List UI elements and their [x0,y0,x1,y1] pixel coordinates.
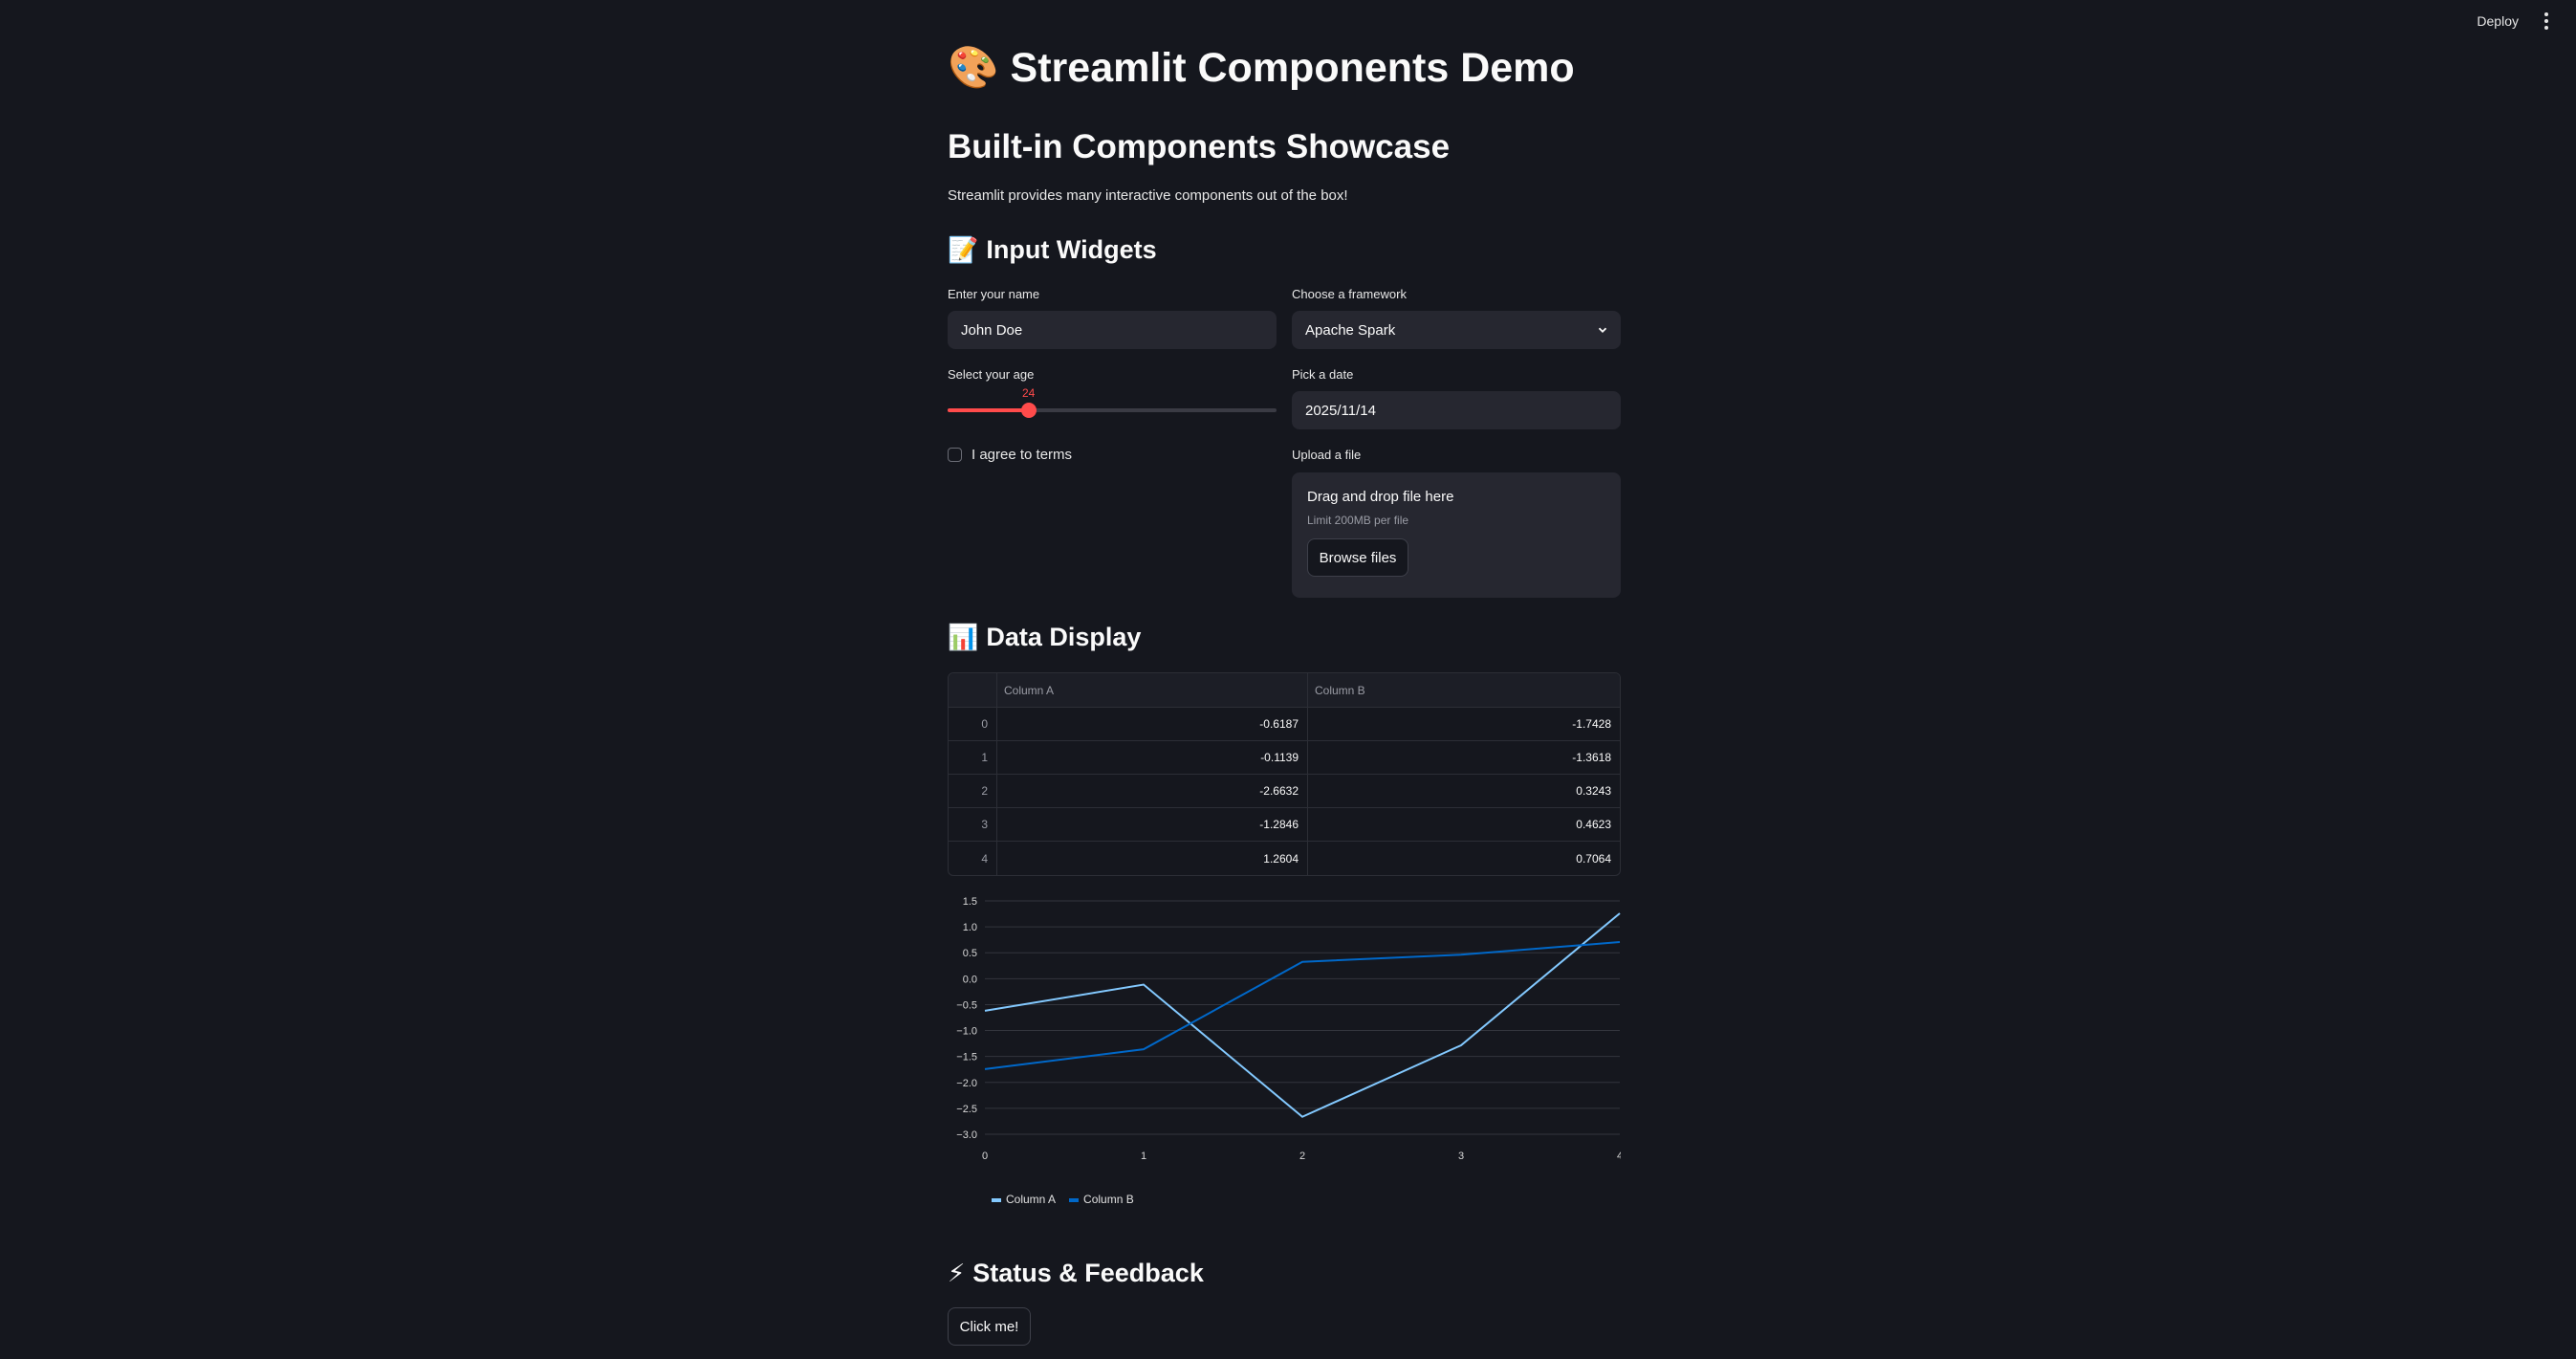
terms-checkbox[interactable] [948,448,962,462]
cell-column-b[interactable]: 0.4623 [1576,818,1611,831]
section-input-widgets: 📝 Input Widgets [948,235,1157,265]
table-row: 0 -0.6187 -1.7428 [949,708,1620,741]
dropzone-text: Drag and drop file here [1307,489,1454,505]
legend-label: Column A [1006,1193,1057,1206]
row-index: 1 [949,741,997,774]
table-row: 1 -0.1139 -1.3618 [949,741,1620,775]
cell-column-b[interactable]: 0.3243 [1576,784,1611,798]
legend-label: Column B [1083,1193,1134,1206]
name-input[interactable]: John Doe [948,311,1277,349]
section-data-display: 📊 Data Display [948,623,1141,652]
subtitle: Built-in Components Showcase [948,128,1451,165]
age-slider-value: 24 [1022,386,1036,400]
click-me-button[interactable]: Click me! [948,1307,1031,1346]
dataframe[interactable]: Column A Column B 0 -0.6187 -1.7428 1 -0… [948,672,1621,876]
lightning-icon: ⚡ [948,1259,966,1288]
table-row: 2 -2.6632 0.3243 [949,775,1620,808]
memo-icon: 📝 [948,235,979,265]
svg-text:2: 2 [1299,1151,1305,1162]
svg-text:0.0: 0.0 [963,974,977,985]
legend-item-column-b[interactable]: Column B [1069,1193,1134,1206]
section-heading: Input Widgets [986,235,1157,264]
top-toolbar: Deploy [2477,0,2576,42]
cell-column-a[interactable]: -0.6187 [997,708,1308,740]
table-row: 4 1.2604 0.7064 [949,842,1620,875]
palette-icon: 🎨 [948,44,999,92]
index-header [949,673,997,707]
row-index: 4 [949,842,997,875]
name-label: Enter your name [948,287,1040,301]
name-input-value: John Doe [961,321,1023,339]
date-input[interactable]: 2025/11/14 [1292,391,1621,429]
cell-column-b[interactable]: -1.3618 [1572,751,1611,764]
date-label: Pick a date [1292,367,1354,382]
dropzone-limit: Limit 200MB per file [1307,514,1409,527]
table-row: 3 -1.2846 0.4623 [949,808,1620,842]
date-input-value: 2025/11/14 [1305,402,1376,419]
deploy-button[interactable]: Deploy [2477,13,2519,29]
section-heading: Data Display [986,623,1142,651]
svg-text:1: 1 [1141,1151,1146,1162]
terms-label: I agree to terms [971,447,1073,463]
column-a-header[interactable]: Column A [997,673,1308,707]
svg-text:0: 0 [982,1151,988,1162]
age-label: Select your age [948,367,1035,382]
section-status-feedback: ⚡ Status & Feedback [948,1259,1204,1288]
intro-text: Streamlit provides many interactive comp… [948,187,1348,204]
cell-column-a[interactable]: -2.6632 [997,775,1308,807]
file-dropzone[interactable]: Drag and drop file here Limit 200MB per … [1292,472,1621,598]
svg-text:−2.0: −2.0 [956,1078,977,1089]
page-title: 🎨 Streamlit Components Demo [948,44,1575,92]
line-chart[interactable]: 1.5 1.0 0.5 0.0 −0.5 −1.0 −1.5 −2.0 −2.5 −3.0 0 1 2 3… [948,885,1623,1219]
svg-text:3: 3 [1458,1151,1464,1162]
chart-legend: Column A Column B [992,1193,1134,1206]
chevron-down-icon [1598,327,1607,333]
section-heading: Status & Feedback [972,1259,1204,1287]
row-index: 3 [949,808,997,841]
age-slider-thumb[interactable] [1021,403,1037,418]
framework-select[interactable]: Apache Spark [1292,311,1621,349]
column-b-header[interactable]: Column B [1315,683,1365,697]
svg-text:−1.0: −1.0 [956,1026,977,1038]
framework-label: Choose a framework [1292,287,1407,301]
svg-text:−2.5: −2.5 [956,1104,977,1115]
cell-column-a[interactable]: -0.1139 [997,741,1308,774]
cell-column-a[interactable]: 1.2604 [997,842,1308,875]
svg-text:−3.0: −3.0 [956,1129,977,1141]
cell-column-a[interactable]: -1.2846 [997,808,1308,841]
legend-swatch-icon [992,1197,1001,1202]
row-index: 0 [949,708,997,740]
svg-text:1.0: 1.0 [963,922,977,933]
browse-files-button[interactable]: Browse files [1307,538,1408,577]
cell-column-b[interactable]: 0.7064 [1576,851,1611,866]
page-title-text: Streamlit Components Demo [1010,44,1575,91]
svg-text:0.5: 0.5 [963,948,977,959]
age-slider[interactable] [948,403,1277,418]
age-slider-fill [948,408,1029,412]
svg-text:−0.5: −0.5 [956,999,977,1011]
svg-text:4: 4 [1617,1151,1621,1162]
line-chart-plot: 1.5 1.0 0.5 0.0 −0.5 −1.0 −1.5 −2.0 −2.5 −3.0 0 1 2 3… [956,896,1623,1162]
terms-checkbox-row[interactable]: I agree to terms [948,447,1072,463]
framework-select-value: Apache Spark [1305,321,1396,339]
svg-text:−1.5: −1.5 [956,1052,977,1063]
row-index: 2 [949,775,997,807]
upload-label: Upload a file [1292,448,1362,462]
legend-item-column-a[interactable]: Column A [992,1193,1056,1206]
svg-text:1.5: 1.5 [963,896,977,908]
legend-swatch-icon [1069,1197,1080,1202]
bar-chart-icon: 📊 [948,623,979,652]
table-header-row: Column A Column B [949,673,1620,708]
cell-column-b[interactable]: -1.7428 [1572,717,1611,731]
kebab-menu-icon[interactable] [2540,12,2553,30]
